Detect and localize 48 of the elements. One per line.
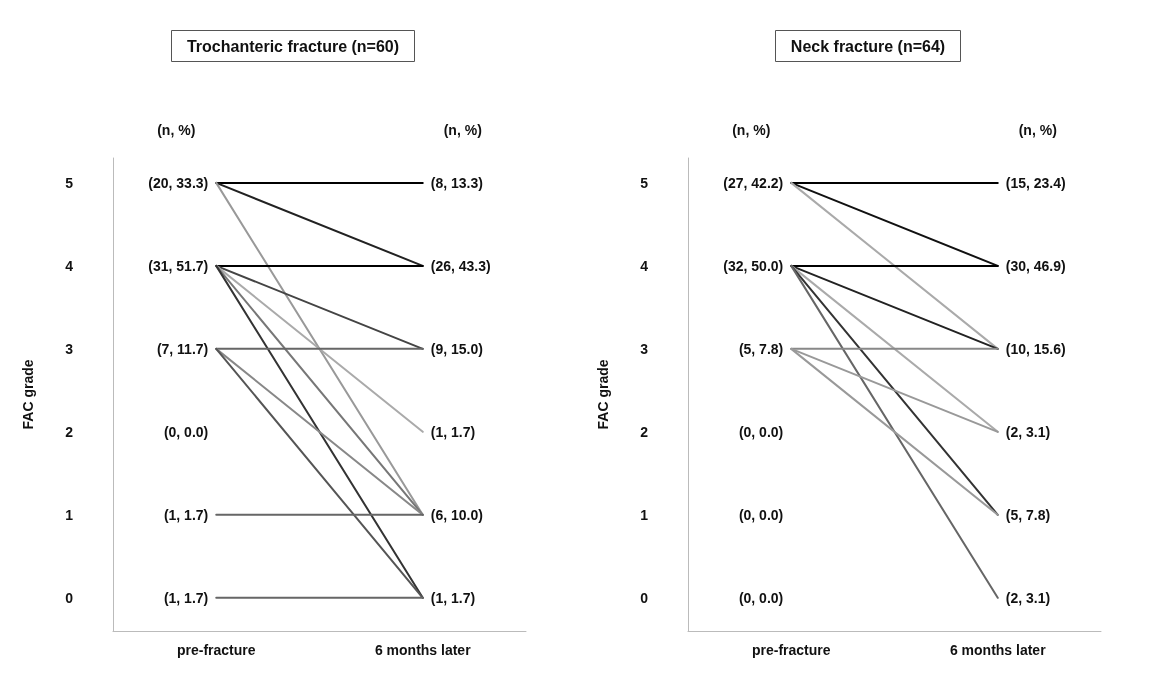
annotation: (10, 15.6) bbox=[1005, 340, 1066, 357]
y-tick-label: 4 bbox=[65, 257, 74, 274]
text: (n, %) bbox=[1018, 122, 1057, 138]
y-tick-label: 4 bbox=[640, 257, 649, 274]
y-tick-label: 0 bbox=[65, 589, 74, 606]
text: (n, %) bbox=[443, 122, 482, 138]
x-tick-label: pre-fracture bbox=[176, 642, 256, 658]
annotation: (0, 0.0) bbox=[163, 423, 209, 440]
x-tick-label: 6 months later bbox=[374, 642, 472, 658]
y-tick-label: 5 bbox=[640, 174, 649, 191]
y-axis-title: FAC grade bbox=[20, 359, 36, 430]
annotation: (15, 23.4) bbox=[1005, 174, 1066, 191]
y-tick-label: 5 bbox=[65, 174, 74, 191]
annotation: (0, 0.0) bbox=[738, 423, 784, 440]
y-axis-title: FAC grade bbox=[595, 359, 611, 430]
annotation: (31, 51.7) bbox=[148, 257, 209, 274]
y-tick-label: 1 bbox=[640, 506, 649, 523]
chart-title: Neck fracture (n=64) bbox=[790, 37, 946, 55]
annotation: (8, 13.3) bbox=[430, 174, 483, 191]
annotation: (1, 1.7) bbox=[163, 506, 209, 523]
y-tick-label: 0 bbox=[640, 589, 649, 606]
y-tick-label: 3 bbox=[640, 340, 649, 357]
y-tick-label: 3 bbox=[65, 340, 74, 357]
y-tick-label: 2 bbox=[640, 423, 649, 440]
annotation: (0, 0.0) bbox=[738, 506, 784, 523]
annotation: (20, 33.3) bbox=[148, 174, 209, 191]
annotation: (0, 0.0) bbox=[738, 589, 784, 606]
chart-title: Trochanteric fracture (n=60) bbox=[186, 37, 400, 55]
annotation: (1, 1.7) bbox=[430, 423, 476, 440]
annotation: (1, 1.7) bbox=[430, 589, 476, 606]
annotation: (5, 7.8) bbox=[738, 340, 784, 357]
text: (n, %) bbox=[732, 122, 771, 138]
annotation: (2, 3.1) bbox=[1005, 589, 1051, 606]
y-tick-label: 2 bbox=[65, 423, 74, 440]
annotation: (30, 46.9) bbox=[1005, 257, 1066, 274]
annotation: (32, 50.0) bbox=[723, 257, 784, 274]
annotation: (5, 7.8) bbox=[1005, 506, 1051, 523]
x-tick-label: pre-fracture bbox=[751, 642, 831, 658]
annotation: (9, 15.0) bbox=[430, 340, 483, 357]
annotation: (26, 43.3) bbox=[430, 257, 491, 274]
annotation: (27, 42.2) bbox=[723, 174, 784, 191]
text: (n, %) bbox=[157, 122, 196, 138]
x-tick-label: 6 months later bbox=[949, 642, 1047, 658]
annotation: (2, 3.1) bbox=[1005, 423, 1051, 440]
annotation: (6, 10.0) bbox=[430, 506, 483, 523]
annotation: (7, 11.7) bbox=[156, 340, 209, 357]
annotation: (1, 1.7) bbox=[163, 589, 209, 606]
y-tick-label: 1 bbox=[65, 506, 74, 523]
